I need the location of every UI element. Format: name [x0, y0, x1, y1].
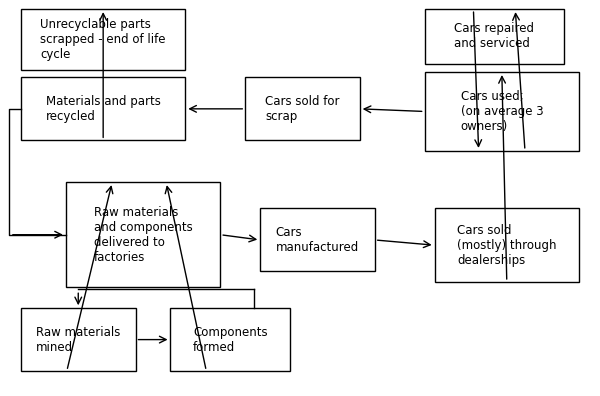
Bar: [245, 77, 360, 140]
Text: Raw materials
mined: Raw materials mined: [36, 326, 121, 354]
Bar: [21, 308, 136, 371]
Text: Unrecyclable parts
scrapped - end of life
cycle: Unrecyclable parts scrapped - end of lif…: [40, 18, 166, 61]
Text: Cars used;
(on average 3
owners): Cars used; (on average 3 owners): [461, 90, 543, 133]
Text: Cars sold
(mostly) through
dealerships: Cars sold (mostly) through dealerships: [457, 224, 557, 267]
Bar: [425, 9, 564, 64]
Text: Cars sold for
scrap: Cars sold for scrap: [265, 95, 340, 123]
Text: Cars
manufactured: Cars manufactured: [276, 226, 359, 254]
Text: Cars repaired
and serviced: Cars repaired and serviced: [454, 23, 535, 50]
Bar: [260, 208, 375, 271]
Bar: [66, 182, 220, 287]
Text: Materials and parts
recycled: Materials and parts recycled: [46, 95, 161, 123]
Bar: [425, 72, 579, 151]
Bar: [170, 308, 290, 371]
Bar: [434, 208, 579, 282]
Text: Components
formed: Components formed: [193, 326, 268, 354]
Text: Raw materials
and components
delivered to
factories: Raw materials and components delivered t…: [94, 206, 193, 264]
Bar: [21, 9, 185, 70]
Bar: [21, 77, 185, 140]
